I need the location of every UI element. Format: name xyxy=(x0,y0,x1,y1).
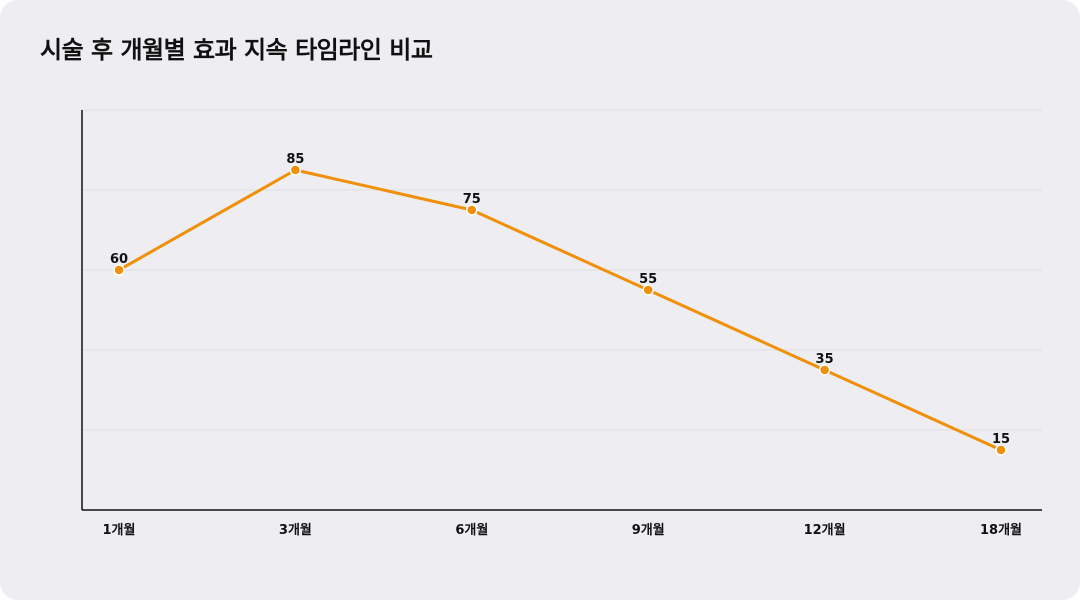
series-line xyxy=(117,168,1003,452)
chart-title: 시술 후 개월별 효과 지속 타임라인 비교 xyxy=(40,36,433,64)
x-tick-label: 12개월 xyxy=(804,522,846,538)
data-point xyxy=(289,164,302,176)
x-tick-label: 3개월 xyxy=(279,522,312,538)
data-point xyxy=(466,204,478,216)
x-tick-label: 6개월 xyxy=(455,522,488,538)
data-point xyxy=(642,284,654,296)
x-tick-label: 1개월 xyxy=(103,522,136,538)
data-label: 35 xyxy=(816,352,834,367)
data-label: 60 xyxy=(110,252,128,267)
data-point xyxy=(995,444,1007,456)
data-point xyxy=(818,364,831,376)
data-label: 75 xyxy=(463,192,481,207)
data-point xyxy=(113,264,125,276)
x-tick-label: 18개월 xyxy=(980,522,1022,538)
data-label: 85 xyxy=(286,152,304,167)
data-label: 15 xyxy=(992,432,1010,447)
x-tick-label: 9개월 xyxy=(632,522,665,538)
data-label: 55 xyxy=(639,272,657,287)
